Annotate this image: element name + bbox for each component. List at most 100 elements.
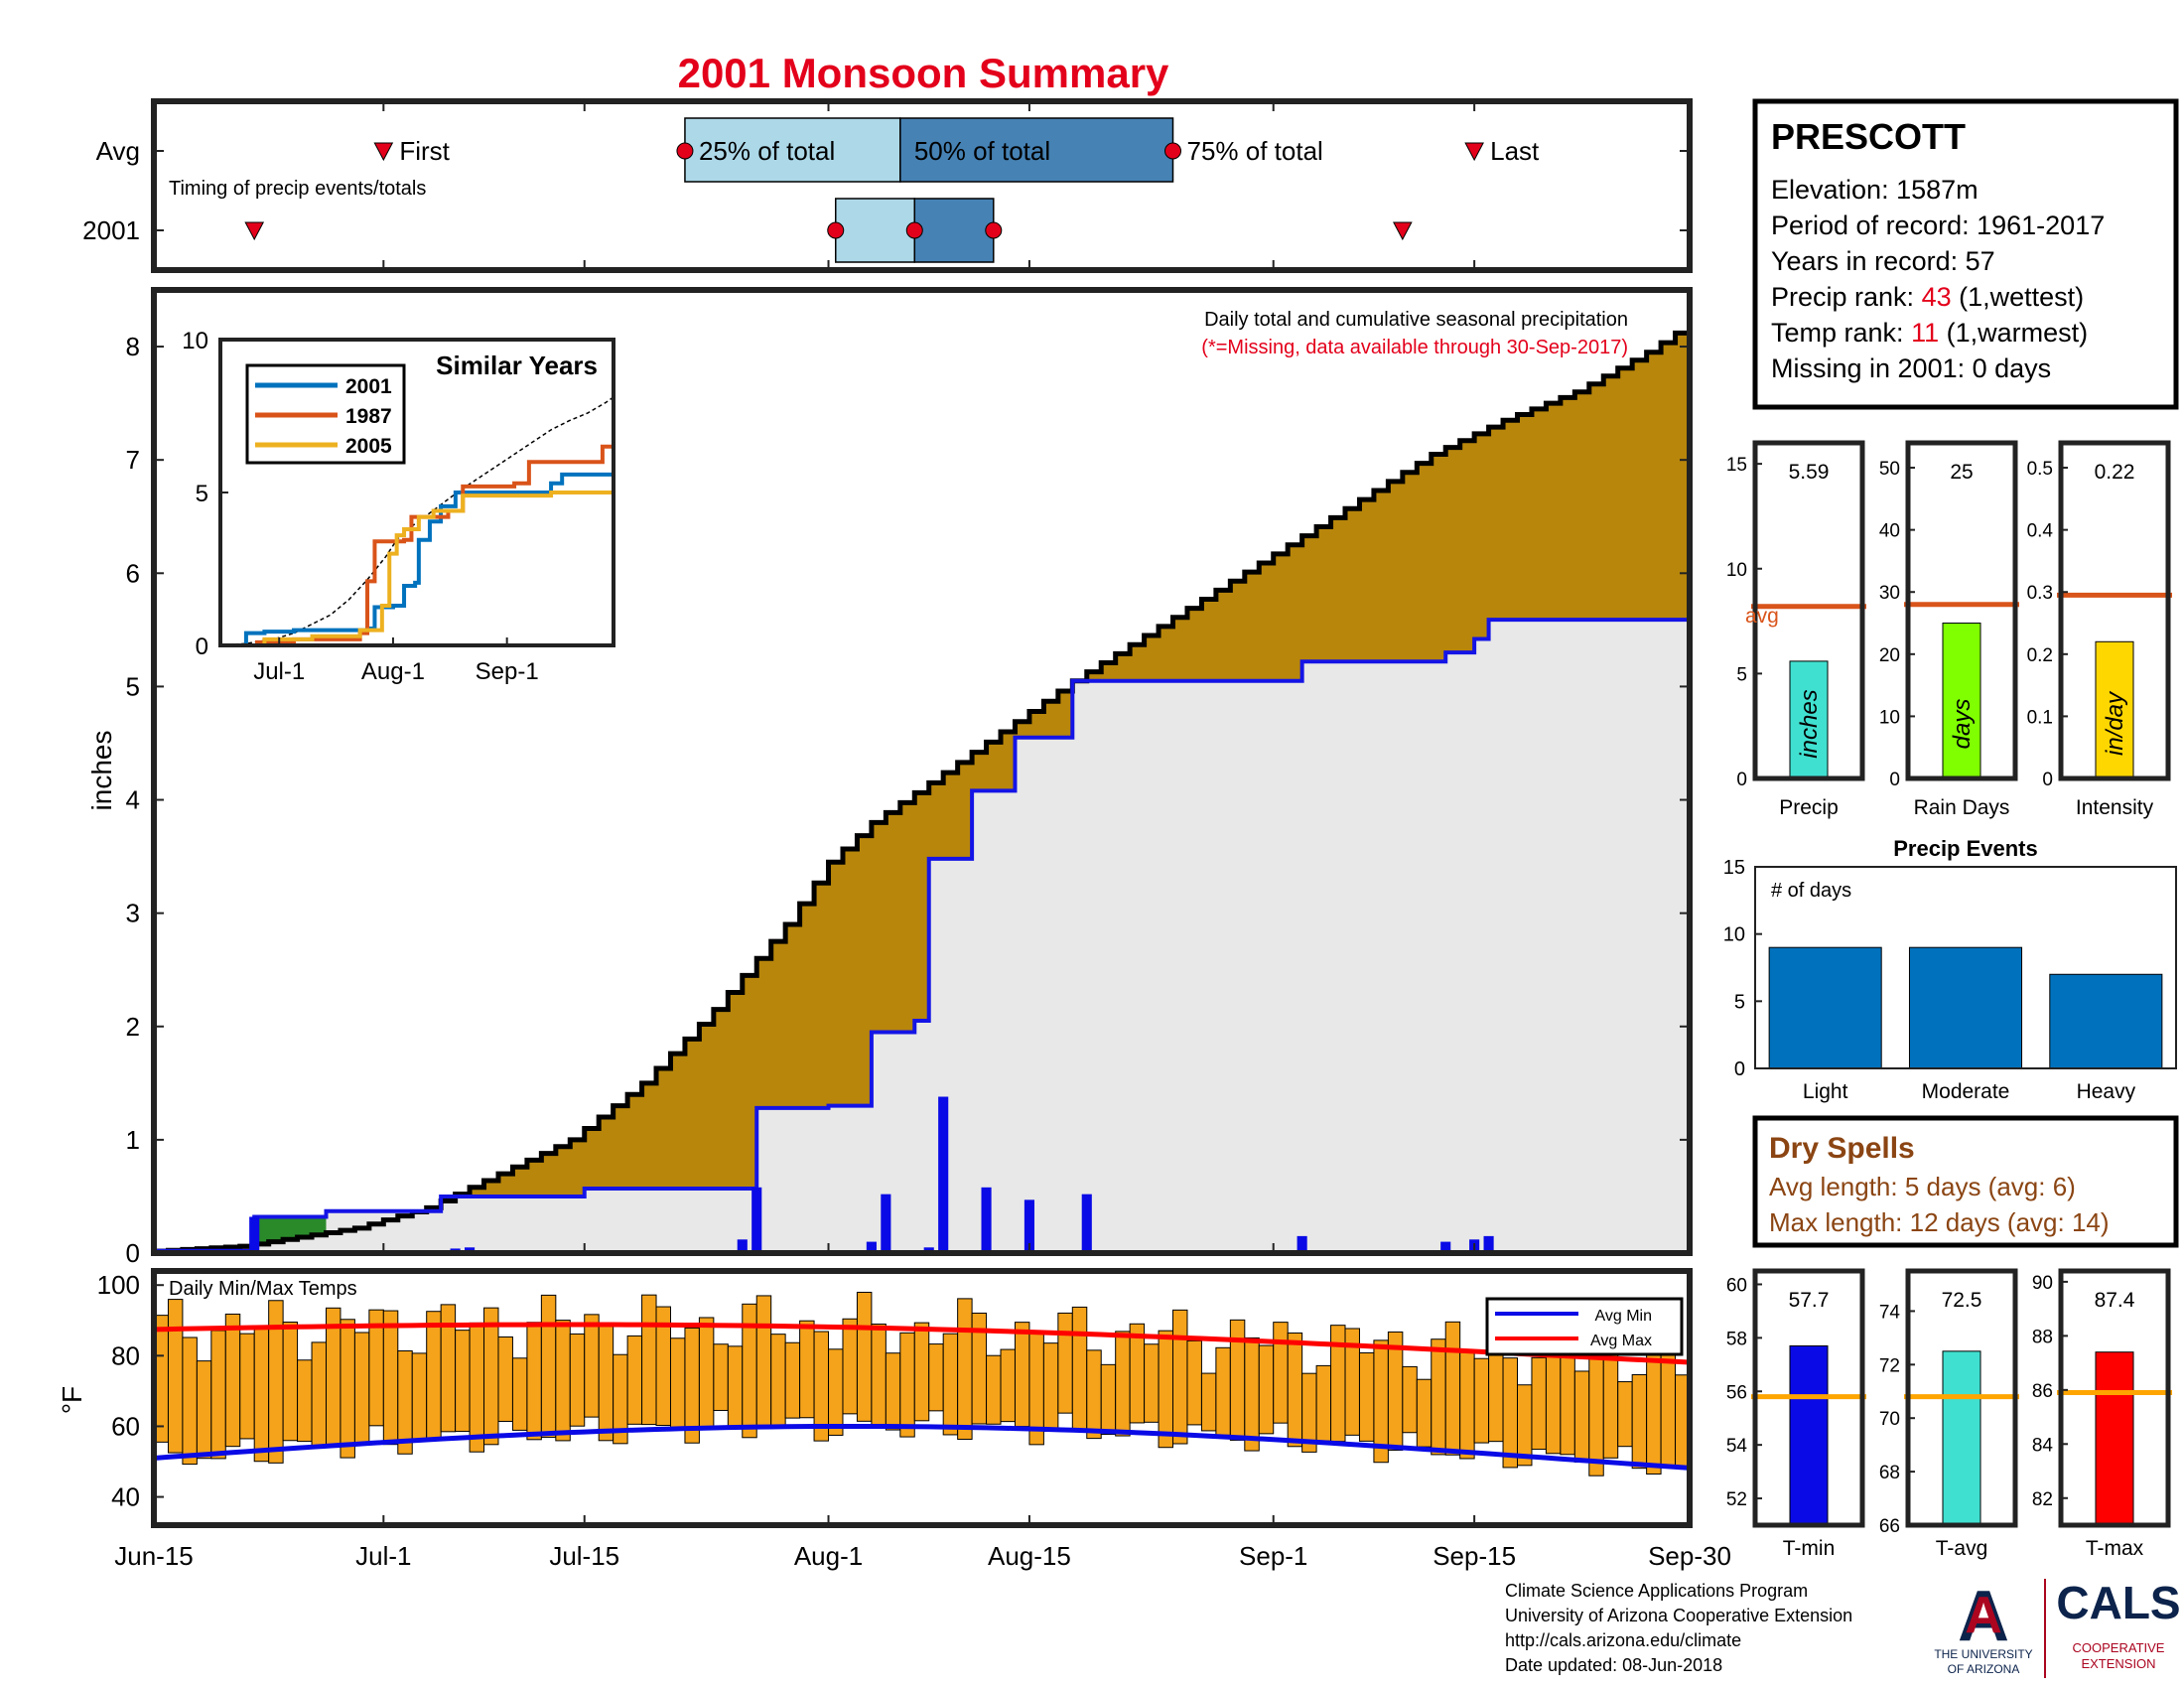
- main-ytick-label: 4: [126, 785, 140, 815]
- inset-ytick-label: 0: [196, 633, 208, 660]
- precip-events-chart: Light Moderate Heavy 0 5 10 15 Precip Events # o…: [1723, 836, 2177, 1103]
- daily-temp-bar: [1287, 1332, 1303, 1448]
- daily-precip-bar: [1440, 1241, 1451, 1253]
- daily-temp-bar: [555, 1320, 571, 1442]
- dry-spells-box: Dry Spells Avg length: 5 days (avg: 6) M…: [1752, 1115, 2179, 1248]
- stat-ytick-label: 0.1: [2027, 707, 2053, 728]
- daily-temp-bar: [196, 1360, 212, 1460]
- events-ytick-label: 5: [1734, 991, 1745, 1013]
- stat-avg-label: avg: [1745, 605, 1779, 628]
- daily-temp-bar: [340, 1319, 355, 1459]
- temp-plot-frame: [151, 1268, 1693, 1528]
- stat-ytick-label: 40: [1879, 521, 1900, 542]
- tstat-ytick-label: 84: [2032, 1435, 2054, 1456]
- ua-logo-a-icon: A: [1958, 1577, 2009, 1656]
- daily-temp-bar: [1631, 1373, 1648, 1470]
- daily-temp-bar: [641, 1294, 657, 1426]
- stat-frame: [1752, 440, 1865, 781]
- tstat-bar-t-min: [1789, 1344, 1829, 1526]
- footer-line-1: Climate Science Applications Program: [1505, 1581, 1808, 1601]
- event-bar-light: [1768, 946, 1882, 1069]
- timing-p75-label: 75% of total: [1187, 136, 1323, 166]
- daily-temp-bar: [1200, 1372, 1217, 1432]
- main-ytick-label: 8: [126, 332, 140, 361]
- timing-avg-p25-marker: [676, 142, 694, 160]
- daily-temp-bar: [497, 1336, 513, 1422]
- daily-temp-bar: [297, 1359, 313, 1443]
- tstat-ytick-label: 52: [1726, 1489, 1747, 1510]
- daily-temp-bar: [1086, 1349, 1102, 1440]
- tstat-xlabel: T-max: [2086, 1537, 2144, 1560]
- timing-first-label: First: [399, 136, 450, 166]
- footer-line-2: University of Arizona Cooperative Extens…: [1505, 1606, 1852, 1625]
- daily-temp-bar: [1144, 1343, 1160, 1423]
- date-xtick-label: Aug-1: [794, 1541, 863, 1571]
- daily-temp-bar: [1315, 1364, 1332, 1442]
- tstat-frame: [1905, 1268, 2018, 1528]
- daily-temp-bar: [986, 1354, 1002, 1425]
- daily-precip-bar: [1081, 1194, 1092, 1253]
- main-ytick-label: 3: [126, 899, 140, 928]
- timing-panel: First 25% of total 50% of total 75% of tota…: [82, 98, 1693, 273]
- event-bar-moderate: [1908, 946, 2023, 1069]
- stat-xlabel: Rain Days: [1914, 796, 2010, 819]
- main-chart-title: Daily total and cumulative seasonal prec…: [1204, 309, 1628, 331]
- daily-temp-bar: [282, 1322, 299, 1442]
- timing-p50-label: 50% of total: [914, 136, 1050, 166]
- daily-precip-bar: [751, 1187, 762, 1253]
- station-elevation: Elevation: 1587m: [1771, 175, 1979, 205]
- main-plot-frame: [151, 287, 1693, 1256]
- date-xtick-label: Jul-15: [549, 1541, 619, 1571]
- cals-logo-sub-1: COOPERATIVE: [2073, 1640, 2165, 1655]
- stat-bar-rain-days: [1942, 623, 1981, 779]
- main-ylabel: inches: [86, 731, 117, 811]
- daily-precip-bar: [1024, 1199, 1034, 1253]
- inset-xtick-label: Sep-1: [476, 658, 539, 685]
- tstat-xlabel: T-min: [1783, 1537, 1836, 1560]
- footer-credits: Climate Science Applications Program Uni…: [1505, 1581, 1852, 1675]
- tstat-ytick-label: 70: [1879, 1409, 1900, 1430]
- daily-temp-bar: [569, 1333, 586, 1427]
- stat-xlabel: Intensity: [2076, 796, 2154, 819]
- svg-text:A: A: [1965, 1587, 2002, 1644]
- events-ytick-label: 10: [1723, 924, 1745, 946]
- tstat-ytick-label: 82: [2032, 1489, 2053, 1510]
- daily-temp-bar: [1215, 1346, 1231, 1436]
- main-ytick-label: 2: [126, 1012, 140, 1042]
- daily-temp-bar: [1473, 1357, 1490, 1444]
- inset-xtick-label: Aug-1: [361, 658, 425, 685]
- daily-temp-bar: [842, 1318, 858, 1415]
- main-ytick-label: 1: [126, 1125, 140, 1155]
- daily-temp-bar: [1158, 1330, 1174, 1449]
- timing-last-label: Last: [1490, 136, 1540, 166]
- temp-ytick-label: 60: [111, 1411, 140, 1441]
- temp-legend-box: [1485, 1297, 1684, 1356]
- timing-2001-p50-marker: [905, 221, 923, 239]
- page-title: 2001 Monsoon Summary: [678, 50, 1169, 96]
- daily-temp-bar: [584, 1314, 600, 1418]
- dry-spells-avg: Avg length: 5 days (avg: 6): [1769, 1172, 2076, 1201]
- tstat-value-label: 57.7: [1789, 1289, 1830, 1312]
- daily-temp-bar: [1172, 1309, 1188, 1445]
- daily-temp-bar: [325, 1307, 341, 1449]
- daily-temp-bar: [1402, 1365, 1418, 1434]
- daily-temp-bar: [1000, 1348, 1016, 1423]
- timing-frame: [151, 98, 1693, 273]
- daily-temp-bar: [1531, 1356, 1547, 1451]
- station-precip-rank: Precip rank: 43 (1,wettest): [1771, 282, 2084, 312]
- timing-2001-last-marker: [1393, 221, 1413, 241]
- daily-temp-bar: [871, 1323, 887, 1429]
- footer-line-4: Date updated: 08-Jun-2018: [1505, 1655, 1722, 1675]
- stat-unit-label: in/day: [2102, 690, 2128, 756]
- daily-temp-bar: [1129, 1323, 1146, 1424]
- stat-ytick-label: 10: [1726, 560, 1747, 581]
- daily-precip-bar: [981, 1187, 992, 1253]
- daily-temp-bar: [182, 1336, 198, 1466]
- cals-logo: CALS COOPERATIVE EXTENSION: [2056, 1577, 2180, 1671]
- daily-precip-bar: [881, 1194, 891, 1253]
- daily-temp-bar: [1573, 1370, 1590, 1464]
- daily-precip-bar: [1483, 1235, 1494, 1253]
- stat-ytick-label: 0.3: [2027, 583, 2053, 604]
- daily-temp-bar: [727, 1345, 744, 1429]
- tstat-ytick-label: 88: [2032, 1327, 2053, 1347]
